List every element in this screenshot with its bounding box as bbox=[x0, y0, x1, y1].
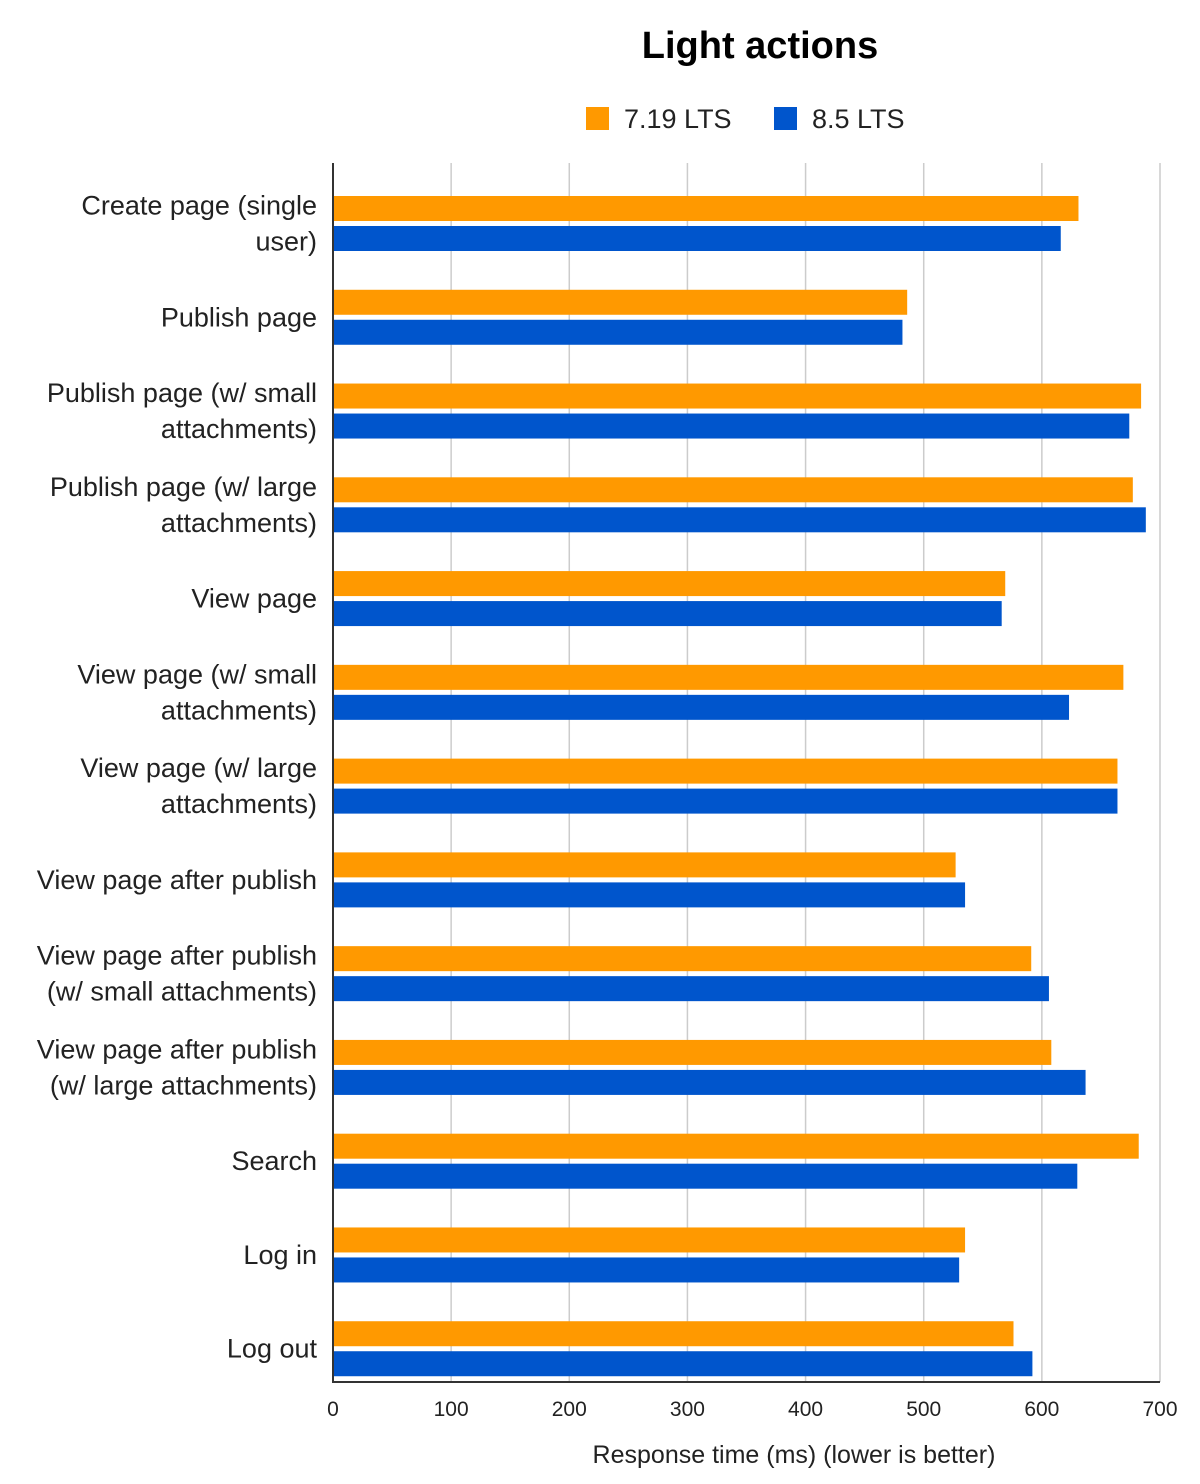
x-tick-labels: 0 100 200 300 400 500 600 700 bbox=[327, 1398, 1177, 1421]
bar-series-1 bbox=[333, 946, 1032, 972]
category-label: user) bbox=[255, 227, 317, 257]
legend-swatch bbox=[774, 107, 797, 130]
x-tick-label: 100 bbox=[434, 1398, 469, 1421]
category-label: View page after publish bbox=[37, 865, 317, 895]
category-label: (w/ small attachments) bbox=[47, 977, 317, 1007]
bar-series-1 bbox=[333, 289, 908, 315]
category-label: View page bbox=[191, 584, 317, 614]
legend-label: 7.19 LTS bbox=[624, 104, 732, 134]
bar-series-1 bbox=[333, 383, 1142, 409]
bar-series-1 bbox=[333, 1133, 1139, 1159]
bar-series-1 bbox=[333, 571, 1006, 597]
bar-series-1 bbox=[333, 664, 1124, 690]
bar-series-1 bbox=[333, 477, 1133, 503]
bar-series-1 bbox=[333, 852, 956, 878]
category-label: Log out bbox=[227, 1334, 318, 1364]
bars bbox=[333, 196, 1146, 1377]
x-tick-label: 0 bbox=[327, 1398, 339, 1421]
axes bbox=[332, 163, 1160, 1383]
bar-series-2 bbox=[333, 694, 1070, 720]
category-label: (w/ large attachments) bbox=[50, 1070, 317, 1100]
category-label: View page after publish bbox=[37, 1034, 317, 1064]
category-label: Create page (single bbox=[81, 191, 317, 221]
chart-title: Light actions bbox=[642, 25, 878, 67]
x-tick-label: 600 bbox=[1024, 1398, 1059, 1421]
legend: 7.19 LTS 8.5 LTS bbox=[586, 104, 905, 134]
bar-series-2 bbox=[333, 788, 1118, 814]
category-label: Publish page bbox=[161, 302, 317, 332]
bar-series-2 bbox=[333, 1257, 960, 1283]
category-label: attachments) bbox=[161, 414, 317, 444]
category-label: Publish page (w/ small bbox=[47, 378, 317, 408]
bar-series-2 bbox=[333, 319, 903, 345]
bar-series-2 bbox=[333, 882, 966, 908]
bar-series-2 bbox=[333, 1351, 1033, 1377]
x-tick-label: 400 bbox=[788, 1398, 823, 1421]
category-label: View page (w/ large bbox=[80, 753, 317, 783]
category-labels: Create page (single user) Publish page Publ… bbox=[37, 191, 318, 1364]
legend-swatch bbox=[586, 107, 609, 130]
category-label: View page (w/ small bbox=[77, 659, 317, 689]
x-tick-label: 700 bbox=[1142, 1398, 1177, 1421]
category-label: attachments) bbox=[161, 508, 317, 538]
x-axis-title: Response time (ms) (lower is better) bbox=[593, 1441, 996, 1469]
bar-series-2 bbox=[333, 1069, 1086, 1095]
bar-series-2 bbox=[333, 1163, 1078, 1189]
category-label: Search bbox=[231, 1146, 317, 1176]
bar-series-1 bbox=[333, 1039, 1052, 1065]
category-label: attachments) bbox=[161, 695, 317, 725]
bar-series-2 bbox=[333, 601, 1002, 627]
x-tick-label: 200 bbox=[552, 1398, 587, 1421]
bar-series-2 bbox=[333, 976, 1049, 1002]
category-label: Publish page (w/ large bbox=[50, 472, 317, 502]
x-tick-label: 500 bbox=[906, 1398, 941, 1421]
x-tick-label: 300 bbox=[670, 1398, 705, 1421]
bar-series-2 bbox=[333, 413, 1130, 439]
category-label: Log in bbox=[243, 1240, 317, 1270]
legend-label: 8.5 LTS bbox=[812, 104, 905, 134]
bar-series-1 bbox=[333, 758, 1118, 784]
bar-series-1 bbox=[333, 1321, 1014, 1347]
bar-series-2 bbox=[333, 226, 1061, 251]
bar-series-1 bbox=[333, 196, 1079, 221]
bar-series-1 bbox=[333, 1227, 966, 1253]
category-label: View page after publish bbox=[37, 941, 317, 971]
bar-series-2 bbox=[333, 507, 1146, 533]
category-label: attachments) bbox=[161, 789, 317, 819]
